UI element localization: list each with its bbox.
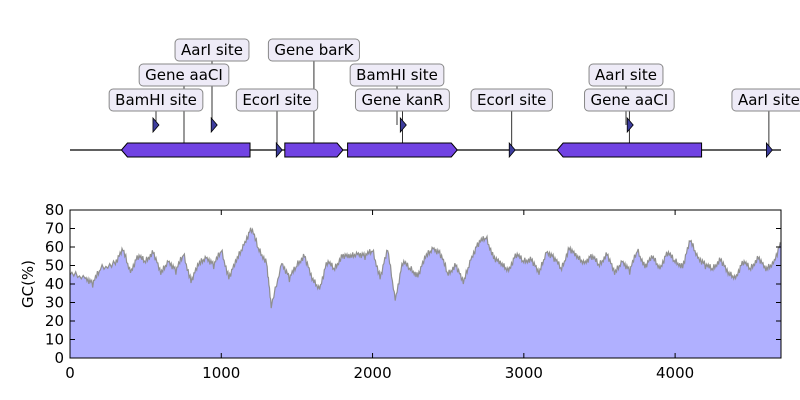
feature-label-text: Gene barK <box>274 41 354 59</box>
feature-label-text: Gene kanR <box>361 91 443 109</box>
gc-line <box>69 227 782 309</box>
feature-label-text: BamHI site <box>356 66 438 84</box>
feature-label-0: BamHI site <box>108 88 204 112</box>
feature-label-text: EcorI site <box>242 91 311 109</box>
feature-label-3: EcorI site <box>235 88 319 112</box>
y-tick-label: 10 <box>45 331 64 349</box>
site-marker-aari-site-2 <box>210 116 218 134</box>
site-marker-bamhi-site-5 <box>399 116 407 134</box>
site-marker-ecori-site-7 <box>508 141 516 159</box>
y-tick-label: 50 <box>45 257 64 275</box>
gc-area-fill <box>70 227 781 358</box>
feature-label-text: AarI site <box>738 91 800 109</box>
y-tick-label: 30 <box>45 294 64 312</box>
site-marker-bamhi-site-0 <box>152 116 160 134</box>
gene-arrow-gene-aaci-1 <box>120 142 251 158</box>
site-marker-aari-site-8 <box>626 116 634 134</box>
feature-label-box <box>584 88 675 112</box>
y-tick-label: 80 <box>45 201 64 219</box>
gc-area-layer <box>69 227 782 358</box>
feature-label-box <box>731 88 800 112</box>
gene-arrow-gene-aaci-9 <box>556 142 703 158</box>
feature-label-2: AarI site <box>174 38 250 62</box>
y-tick-label: 0 <box>54 349 64 367</box>
feature-label-9: Gene aaCI <box>584 88 675 112</box>
y-tick-label: 20 <box>45 312 64 330</box>
feature-label-10: AarI site <box>731 88 800 112</box>
x-tick-label: 4000 <box>656 364 694 382</box>
sequence-map-panel: BamHI site Gene aaCI AarI site EcorI site Ge… <box>70 38 800 159</box>
feature-label-text: Gene aaCI <box>591 91 669 109</box>
feature-label-text: BamHI site <box>115 91 197 109</box>
x-tick-label: 1000 <box>202 364 240 382</box>
site-marker-aari-site-10 <box>765 141 773 159</box>
gene-arrow-gene-bark-4 <box>284 142 344 158</box>
feature-label-6: Gene kanR <box>354 88 450 112</box>
feature-label-5: BamHI site <box>349 63 445 87</box>
feature-labels: BamHI site Gene aaCI AarI site EcorI site Ge… <box>108 38 800 112</box>
feature-label-box <box>174 38 250 62</box>
y-tick-label: 70 <box>45 220 64 238</box>
x-tick-label: 2000 <box>353 364 391 382</box>
feature-label-text: EcorI site <box>477 91 546 109</box>
feature-label-box <box>267 38 360 62</box>
feature-label-text: AarI site <box>595 66 657 84</box>
feature-label-box <box>138 63 230 87</box>
feature-shapes <box>120 116 773 159</box>
feature-label-box <box>354 88 450 112</box>
feature-label-8: AarI site <box>588 63 664 87</box>
site-marker-ecori-site-3 <box>275 141 283 159</box>
feature-label-text: Gene aaCI <box>145 66 223 84</box>
feature-label-box <box>235 88 319 112</box>
x-tick-label: 0 <box>65 364 75 382</box>
y-tick-label: 40 <box>45 275 64 293</box>
y-axis-label: GC(%) <box>19 260 37 308</box>
feature-label-text: AarI site <box>181 41 243 59</box>
feature-label-1: Gene aaCI <box>138 63 230 87</box>
feature-label-box <box>470 88 553 112</box>
gene-arrow-gene-kanr-6 <box>347 142 458 158</box>
feature-label-7: EcorI site <box>470 88 553 112</box>
feature-label-4: Gene barK <box>267 38 360 62</box>
x-tick-label: 3000 <box>505 364 543 382</box>
feature-label-box <box>588 63 664 87</box>
y-tick-label: 60 <box>45 238 64 256</box>
feature-label-box <box>349 63 445 87</box>
feature-label-box <box>108 88 204 112</box>
